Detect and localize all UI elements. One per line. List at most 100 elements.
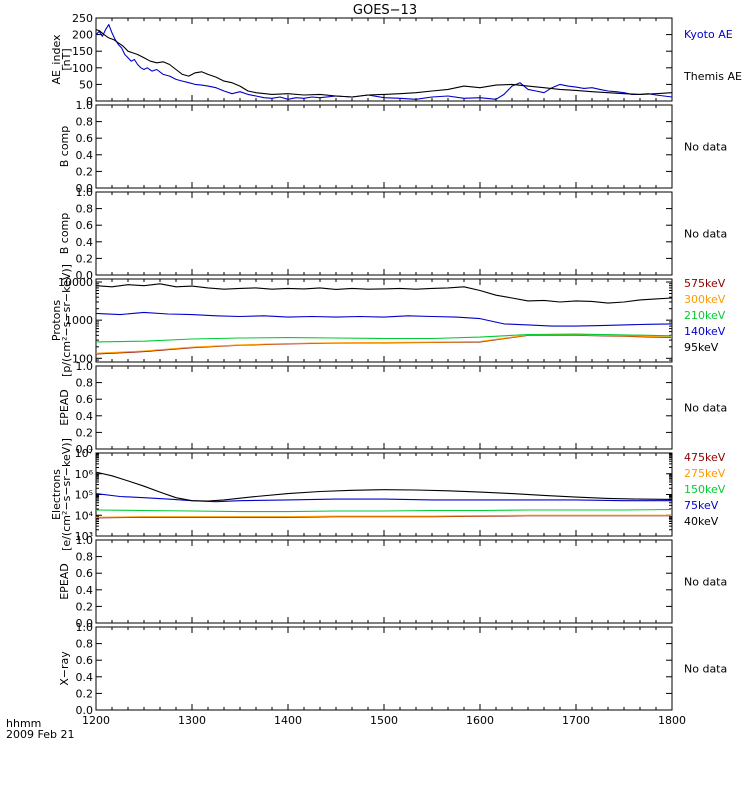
y-tick-label: 1.0 xyxy=(76,99,94,112)
x-tick-label: 1300 xyxy=(178,714,206,727)
y-tick-label: 150 xyxy=(72,45,93,58)
y-tick-label: 0.4 xyxy=(76,671,94,684)
panel-protons: 100 1000 10000 Protons[p/(cm²−s−sr−keV)] 575… xyxy=(50,264,726,377)
panel-frame xyxy=(95,191,673,276)
legend-entry: 210keV xyxy=(684,309,726,322)
series-line-75kev xyxy=(95,493,672,503)
x-tick-label: 1200 xyxy=(82,714,110,727)
legend-entry: 75keV xyxy=(684,499,719,512)
y-tick-label: 1.0 xyxy=(76,360,94,373)
series-line-275kev xyxy=(95,514,672,518)
panel-ae: 0 50 100 150 200 250 AE_index[nT] Kyoto AE Themi… xyxy=(50,12,742,108)
y-axis-label: EPEAD xyxy=(58,563,71,600)
y-tick-label: 10³ xyxy=(75,530,93,543)
panel-frame xyxy=(95,626,673,711)
panel-bcomp1: 0.0 0.2 0.4 0.6 0.8 1.0 B comp No data xyxy=(58,99,727,195)
y-tick-label: 0.0 xyxy=(76,617,94,630)
y-axis-label: EPEAD xyxy=(58,389,71,426)
panel-epead2: 0.0 0.2 0.4 0.6 0.8 1.0 EPEAD No data xyxy=(58,534,727,630)
date-label: 2009 Feb 21 xyxy=(6,728,74,741)
y-tick-label: 1000 xyxy=(65,314,93,327)
panel-frame xyxy=(95,104,673,189)
y-tick-label: 0.4 xyxy=(76,236,94,249)
y-tick-label: 10⁴ xyxy=(75,509,94,522)
y-tick-label: 0.2 xyxy=(76,426,94,439)
y-tick-label: 10⁵ xyxy=(75,489,93,502)
y-tick-label: 100 xyxy=(72,352,93,365)
legend-entry: 140keV xyxy=(684,325,726,338)
y-tick-label: 0.4 xyxy=(76,584,94,597)
x-tick-label: 1500 xyxy=(370,714,398,727)
legend-entry: 475keV xyxy=(684,451,726,464)
legend-entry: Kyoto AE xyxy=(684,28,733,41)
x-tick-label: 1600 xyxy=(466,714,494,727)
series-line-95kev xyxy=(95,283,673,304)
y-tick-label: 1.0 xyxy=(76,621,94,634)
no-data-label: No data xyxy=(684,228,727,241)
x-tick-label: 1700 xyxy=(562,714,590,727)
y-tick-label: 0.8 xyxy=(76,203,94,216)
panels: 0 50 100 150 200 250 AE_index[nT] Kyoto AE Themi… xyxy=(50,12,742,727)
legend-entry: 95keV xyxy=(684,341,719,354)
legend-entry: Themis AE xyxy=(683,70,742,83)
y-axis-label: B comp xyxy=(58,126,71,168)
no-data-label: No data xyxy=(684,663,727,676)
y-tick-label: 10000 xyxy=(58,276,93,289)
y-tick-label: 200 xyxy=(72,29,93,42)
legend-entry: 575keV xyxy=(684,277,726,290)
y-tick-label: 0.8 xyxy=(76,377,94,390)
y-tick-label: 0.6 xyxy=(76,219,94,232)
y-tick-label: 0 xyxy=(86,95,93,108)
y-tick-label: 10⁶ xyxy=(75,468,94,481)
legend-entry: 275keV xyxy=(684,467,726,480)
y-tick-label: 0.4 xyxy=(76,149,94,162)
y-tick-label: 0.2 xyxy=(76,600,94,613)
y-axis-label: [nT] xyxy=(60,48,73,70)
y-axis-label: Electrons xyxy=(50,469,63,520)
panel-electrons: 10³ 10⁴ 10⁵ 10⁶ 10⁷ Electrons[e/(cm²−s−sr−keV… xyxy=(50,438,726,551)
x-tick-label: 1800 xyxy=(658,714,686,727)
y-tick-label: 0.2 xyxy=(76,165,94,178)
y-axis-label: X−ray xyxy=(58,651,71,686)
legend-entry: 150keV xyxy=(684,483,726,496)
time-axis-label: hhmm xyxy=(6,717,41,730)
legend-entry: 300keV xyxy=(684,293,726,306)
y-tick-label: 0.6 xyxy=(76,654,94,667)
y-axis-label: AE_index xyxy=(50,34,63,85)
series-line-kyoto-ae xyxy=(95,24,673,100)
panel-bcomp2: 0.0 0.2 0.4 0.6 0.8 1.0 B comp No data xyxy=(58,186,727,282)
panel-frame xyxy=(95,278,673,363)
y-tick-label: 0.0 xyxy=(76,704,94,717)
y-tick-label: 1.0 xyxy=(76,534,94,547)
series-line-210kev xyxy=(95,333,673,343)
y-tick-label: 0.2 xyxy=(76,252,94,265)
y-tick-label: 0.8 xyxy=(76,551,94,564)
y-axis-label: [p/(cm²−s−sr−keV)] xyxy=(60,264,73,377)
y-tick-label: 1.0 xyxy=(76,186,94,199)
y-tick-label: 50 xyxy=(79,78,93,91)
y-tick-label: 0.6 xyxy=(76,132,94,145)
y-tick-label: 0.0 xyxy=(76,269,94,282)
x-tick-label: 1400 xyxy=(274,714,302,727)
no-data-label: No data xyxy=(684,576,727,589)
figure-title: GOES−13 xyxy=(353,3,417,18)
y-tick-label: 0.0 xyxy=(76,182,94,195)
series-line-300kev xyxy=(95,334,673,354)
y-tick-label: 10⁷ xyxy=(75,447,93,460)
y-axis-label: [e/(cm²−s−sr−keV)] xyxy=(60,438,73,551)
y-tick-label: 0.4 xyxy=(76,410,94,423)
panel-xray: 0.0 0.2 0.4 0.6 0.8 1.0 X−ray No data xyxy=(58,621,727,717)
series-line-themis-ae xyxy=(95,29,673,98)
panel-frame xyxy=(95,452,673,537)
series-line-40kev xyxy=(95,471,673,502)
y-tick-label: 0.6 xyxy=(76,567,94,580)
y-tick-label: 0.0 xyxy=(76,443,94,456)
y-tick-label: 0.2 xyxy=(76,687,94,700)
panel-frame xyxy=(95,365,673,450)
y-tick-label: 0.8 xyxy=(76,116,94,129)
no-data-label: No data xyxy=(684,141,727,154)
y-axis-label: Protons xyxy=(50,300,63,341)
y-tick-label: 0.6 xyxy=(76,393,94,406)
y-tick-label: 250 xyxy=(72,12,93,25)
